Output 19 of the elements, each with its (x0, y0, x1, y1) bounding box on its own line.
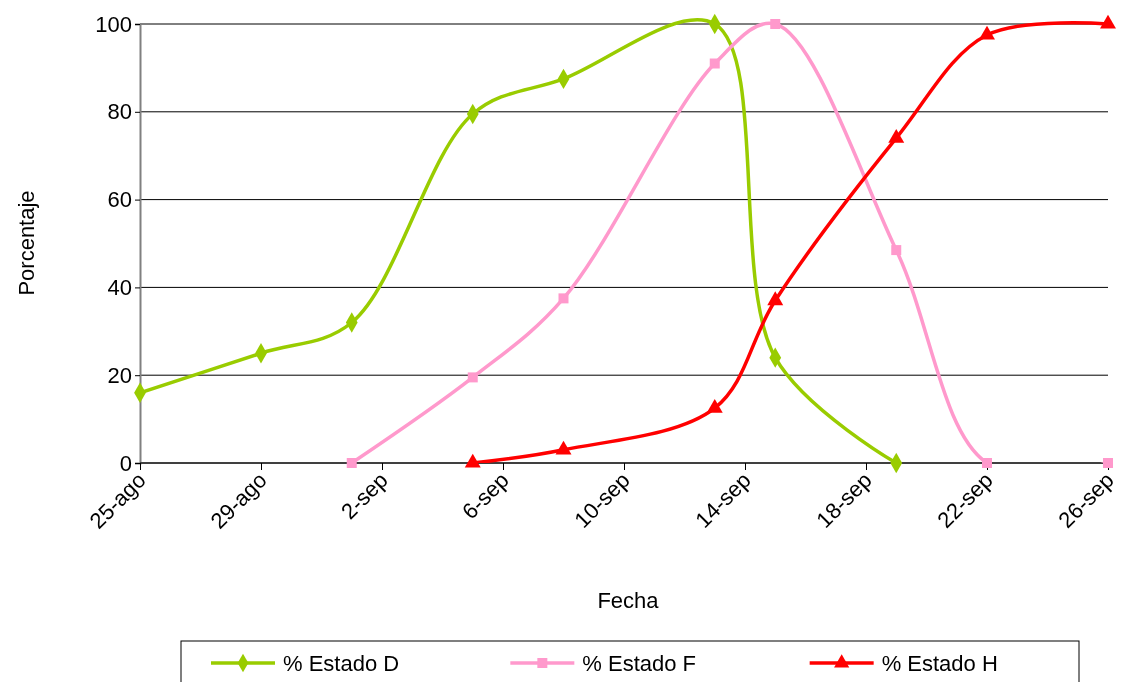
legend-label: % Estado D (283, 651, 400, 676)
point (558, 293, 569, 304)
y-tick-label: 40 (107, 274, 132, 300)
point (982, 458, 992, 468)
point (467, 372, 478, 383)
y-tick-label: 20 (107, 362, 132, 388)
legend-label: % Estado F (582, 651, 697, 676)
point (770, 19, 781, 29)
y-tick-label: 60 (107, 187, 132, 213)
point (767, 291, 784, 306)
y-axis-title: Porcentaje (14, 190, 39, 296)
x-axis-title: Fecha (597, 588, 660, 613)
point (346, 458, 357, 468)
point (891, 245, 902, 256)
legend-label: % Estado H (881, 651, 998, 676)
y-tick-label: 0 (119, 450, 132, 476)
y-tick-label: 100 (95, 11, 132, 37)
y-tick-label: 80 (107, 99, 132, 125)
point (709, 58, 720, 69)
